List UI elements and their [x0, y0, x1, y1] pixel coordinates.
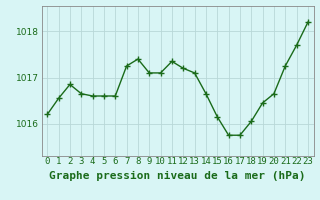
- X-axis label: Graphe pression niveau de la mer (hPa): Graphe pression niveau de la mer (hPa): [49, 171, 306, 181]
